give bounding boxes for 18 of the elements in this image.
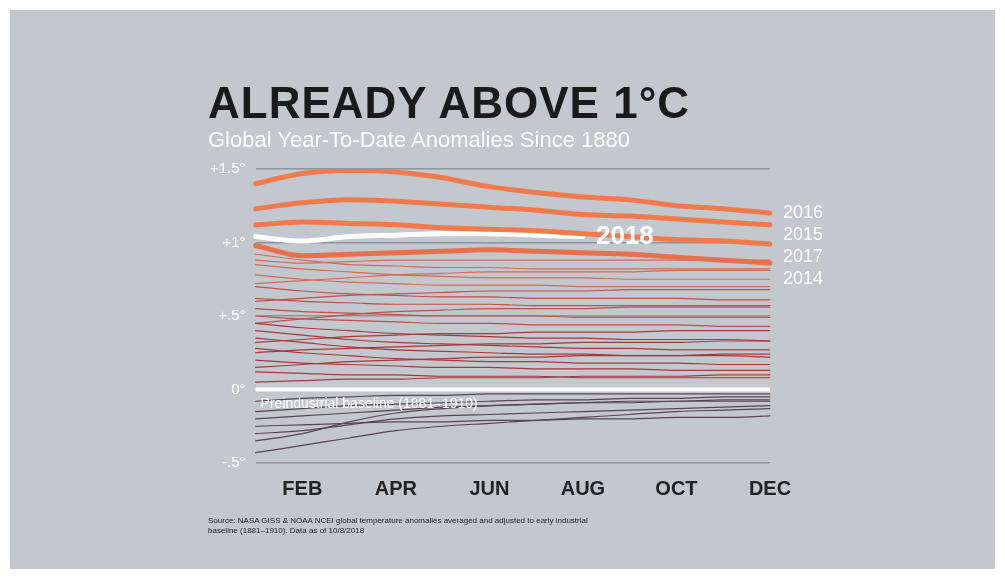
y-tick-label: 0° — [231, 379, 246, 397]
source-note: Source: NASA GISS & NOAA NCEI global temperature anomalies averaged and adjusted to early industrial baseline (1881–1910). Data as of 10/8/2018 — [208, 516, 588, 536]
x-tick-label: FEB — [282, 476, 323, 499]
series-label: 2016 — [783, 202, 824, 223]
chart-subtitle: Global Year-To-Date Anomalies Since 1880 — [208, 127, 630, 153]
x-tick-label: JUN — [469, 476, 510, 499]
series-label: 2014 — [783, 268, 824, 289]
x-tick-label: APR — [374, 476, 418, 499]
chart-title: ALREADY ABOVE 1°C — [208, 78, 691, 128]
y-tick-label: -.5° — [222, 453, 246, 471]
series-label: 2017 — [783, 246, 824, 267]
y-tick-label: +1.5° — [209, 159, 246, 177]
x-tick-label: DEC — [748, 476, 792, 499]
y-tick-label: +1° — [222, 232, 246, 250]
y-tick-label: +.5° — [218, 306, 246, 324]
series-label: 2015 — [783, 224, 824, 245]
x-tick-label: AUG — [560, 476, 606, 499]
x-tick-label: OCT — [655, 476, 698, 499]
